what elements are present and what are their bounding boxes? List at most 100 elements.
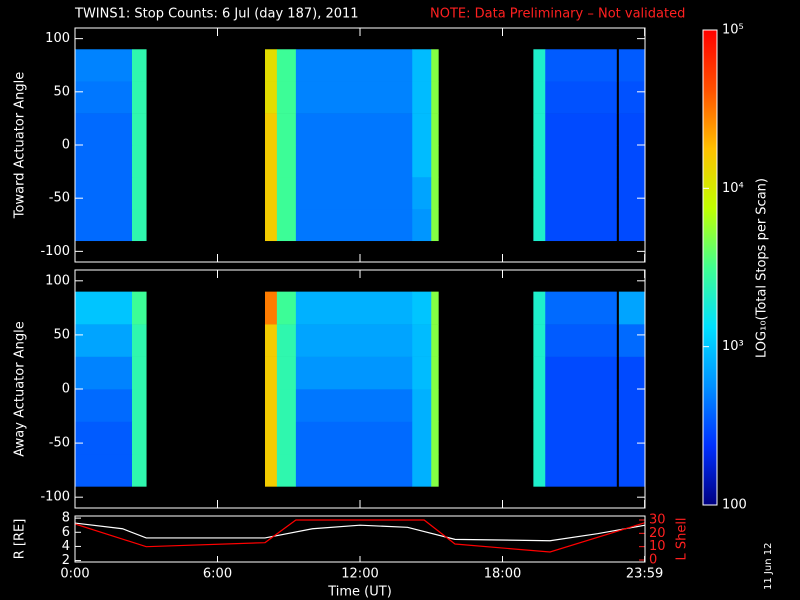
y-axis-label: R [RE] [13, 519, 28, 560]
heatmap-cell [276, 145, 297, 178]
heatmap-cell [431, 49, 439, 82]
heatmap-cell [132, 49, 147, 82]
note: NOTE: Data Preliminary – Not validated [430, 7, 685, 22]
heatmap-cell [618, 291, 646, 325]
heatmap-cell [545, 421, 617, 455]
colorbar-tick-label: 10³ [722, 339, 744, 354]
heatmap-cell [132, 324, 147, 357]
y-tick-label: 8 [62, 511, 70, 526]
heatmap-cell [618, 208, 646, 242]
heatmap-cell [545, 453, 617, 487]
y2-tick-label: 10 [649, 539, 666, 554]
heatmap-cell [265, 421, 278, 455]
heatmap-cell [431, 389, 439, 422]
heatmap-cell [132, 81, 147, 114]
heatmap-cell [132, 356, 147, 390]
heatmap-cell [412, 176, 432, 210]
heatmap-cell [276, 208, 297, 242]
heatmap-cell [265, 176, 278, 210]
y-axis-label: Toward Actuator Angle [13, 72, 28, 219]
heatmap-cell [412, 421, 432, 455]
colorbar-tick-label: 100 [722, 498, 747, 513]
y-tick-label: 100 [45, 273, 70, 288]
x-tick-label: 18:00 [484, 567, 521, 582]
heatmap-cell [295, 291, 413, 325]
heatmap-cell [276, 176, 297, 210]
y-tick-label: 100 [45, 31, 70, 46]
heatmap-cell [533, 81, 546, 114]
plot-frame [74, 27, 646, 263]
heatmap-cell [265, 453, 278, 487]
heatmap-cell [431, 208, 439, 242]
heatmap-cell [75, 176, 133, 210]
heatmap-cell [265, 356, 278, 390]
heatmap-cell [431, 324, 439, 357]
heatmap-cell [545, 81, 617, 114]
heatmap-cell [412, 113, 432, 146]
heatmap-cell [265, 291, 278, 325]
heatmap-cell [431, 421, 439, 455]
heatmap-cell [533, 113, 546, 146]
heatmap-cell [132, 453, 147, 487]
heatmap-cell [75, 208, 133, 242]
heatmap-cell [431, 113, 439, 146]
heatmap-cell [545, 113, 617, 146]
x-tick-label: 23:59 [626, 567, 663, 582]
heatmap-cell [412, 291, 432, 325]
heatmap-cell [132, 176, 147, 210]
heatmap-cell [545, 208, 617, 242]
heatmap-cell [431, 145, 439, 178]
heatmap-cell [265, 389, 278, 422]
y-tick-label: -50 [49, 191, 70, 206]
heatmap-cell [295, 145, 413, 178]
colorbar [702, 29, 718, 506]
y-tick-label: -50 [49, 436, 70, 451]
heatmap-cell [533, 421, 546, 455]
line-group [75, 519, 645, 553]
x-tick-label: 0:00 [60, 567, 89, 582]
heatmap-cell [295, 81, 413, 114]
heatmap-cell [545, 176, 617, 210]
heatmap-cell [618, 145, 646, 178]
plot-frame [74, 515, 646, 563]
heatmap-cell [618, 176, 646, 210]
heatmap-cell [75, 81, 133, 114]
heatmap-cell [412, 324, 432, 357]
heatmap-cell [545, 49, 617, 82]
heatmap-cell [412, 145, 432, 178]
y-tick-label: 4 [62, 539, 70, 554]
y-tick-label: 0 [62, 382, 70, 397]
y-tick-label: 50 [53, 84, 70, 99]
heatmap-cell [412, 356, 432, 390]
heatmap-cell [618, 453, 646, 487]
heatmap-cell [295, 176, 413, 210]
heatmap-cell [265, 145, 278, 178]
heatmap-cell [276, 49, 297, 82]
heatmap-cell [276, 291, 297, 325]
heatmap-cell [533, 356, 546, 390]
heatmap-cell [265, 81, 278, 114]
heatmap-cell [295, 356, 413, 390]
heatmap-cell [75, 145, 133, 178]
heatmap-cell [265, 208, 278, 242]
heatmap-cell [75, 356, 133, 390]
heatmap-cell [295, 49, 413, 82]
heatmap-cell [533, 453, 546, 487]
heatmap-cell [431, 356, 439, 390]
heatmap-cell [75, 113, 133, 146]
heatmap-cell [265, 49, 278, 82]
heatmap-cell [412, 208, 432, 242]
heatmap-cell [431, 453, 439, 487]
heatmap-cell [545, 389, 617, 422]
heatmap-cell [545, 324, 617, 357]
heatmap-cell [265, 113, 278, 146]
heatmap-cell [431, 291, 439, 325]
heatmap-cell [412, 81, 432, 114]
heatmap-cell [276, 453, 297, 487]
heatmap-cell [618, 421, 646, 455]
heatmap-cell [75, 453, 133, 487]
heatmap-cell [132, 291, 147, 325]
heatmap-cell [132, 389, 147, 422]
heatmap-cell [618, 49, 646, 82]
heatmap-cell [265, 324, 278, 357]
